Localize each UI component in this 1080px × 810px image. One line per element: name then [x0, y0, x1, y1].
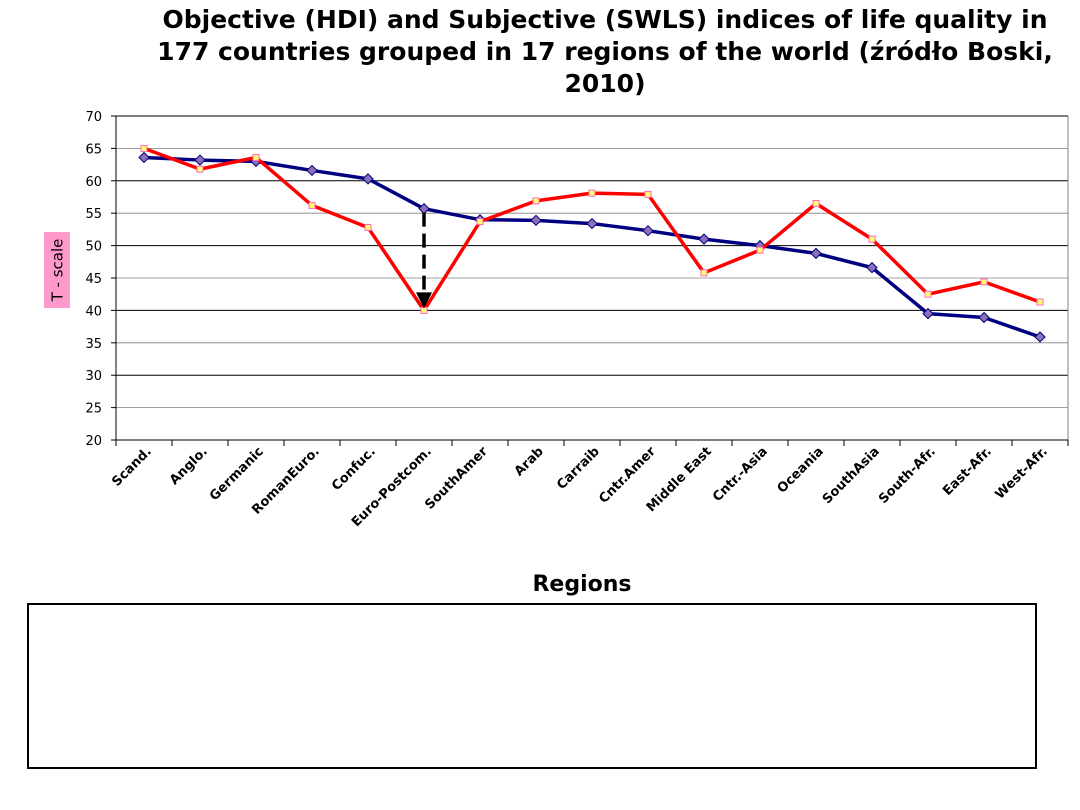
data-point-swls	[308, 201, 316, 209]
chart-title: Objective (HDI) and Subjective (SWLS) in…	[157, 5, 1053, 98]
data-point-hdi	[698, 233, 710, 245]
y-tick-label: 50	[85, 240, 102, 255]
data-point-swls	[196, 165, 204, 173]
y-tick-label: 40	[85, 304, 102, 319]
data-point-hdi	[642, 224, 654, 237]
data-point-swls	[980, 278, 988, 286]
data-point-swls	[700, 269, 708, 277]
y-tick-label: 70	[85, 110, 102, 125]
annotation-arrow-head	[416, 292, 432, 309]
data-point-hdi	[922, 307, 934, 320]
data-point-swls	[868, 235, 876, 243]
x-axis-label: Regions	[532, 572, 631, 597]
data-point-hdi	[530, 214, 542, 227]
data-point-hdi	[586, 217, 598, 230]
data-point-swls	[812, 199, 820, 207]
x-tick-label: Arab	[512, 444, 547, 479]
x-tick-label: Germanic	[207, 444, 267, 504]
legend-box	[27, 603, 1037, 769]
data-point-hdi	[810, 247, 822, 260]
data-point-swls	[140, 144, 148, 152]
data-point-swls	[588, 189, 596, 197]
x-tick-label: Confuc.	[329, 444, 379, 494]
y-axis-label-bg	[44, 232, 70, 308]
y-axis-label: T - scale	[49, 239, 67, 303]
data-point-swls	[532, 197, 540, 205]
y-tick-label: 45	[85, 272, 102, 287]
x-tick-label: South-Afr.	[876, 444, 939, 507]
data-point-hdi	[138, 151, 150, 164]
x-tick-label: Cntr.-Asia	[710, 444, 771, 505]
data-point-swls	[924, 290, 932, 298]
y-tick-label: 25	[85, 402, 102, 417]
x-tick-label: Anglo.	[167, 444, 211, 488]
x-tick-label: Carraib	[554, 444, 603, 493]
x-tick-label: Oceania	[775, 444, 827, 496]
data-point-hdi	[306, 164, 318, 177]
data-point-swls	[1036, 298, 1044, 306]
data-point-swls	[756, 246, 764, 254]
y-tick-label: 55	[85, 207, 102, 222]
x-tick-label: East-Afr.	[940, 444, 995, 499]
y-tick-label: 35	[85, 337, 102, 352]
data-point-hdi	[978, 311, 990, 324]
data-point-hdi	[362, 173, 374, 185]
data-point-swls	[644, 190, 652, 198]
x-tick-label: Scand.	[109, 444, 154, 489]
series-line-swls	[143, 146, 1041, 313]
y-tick-label: 20	[85, 434, 102, 449]
data-point-swls	[476, 218, 484, 226]
y-tick-label: 30	[85, 369, 102, 384]
y-tick-label: 65	[85, 142, 102, 157]
data-point-hdi	[194, 154, 206, 166]
data-point-hdi	[1034, 331, 1046, 343]
data-point-swls	[252, 153, 260, 161]
x-tick-label: West-Afr.	[993, 444, 1051, 502]
y-tick-label: 60	[85, 175, 102, 190]
data-point-swls	[364, 223, 372, 231]
data-point-hdi	[866, 261, 878, 274]
x-tick-label: SouthAsia	[820, 444, 883, 507]
